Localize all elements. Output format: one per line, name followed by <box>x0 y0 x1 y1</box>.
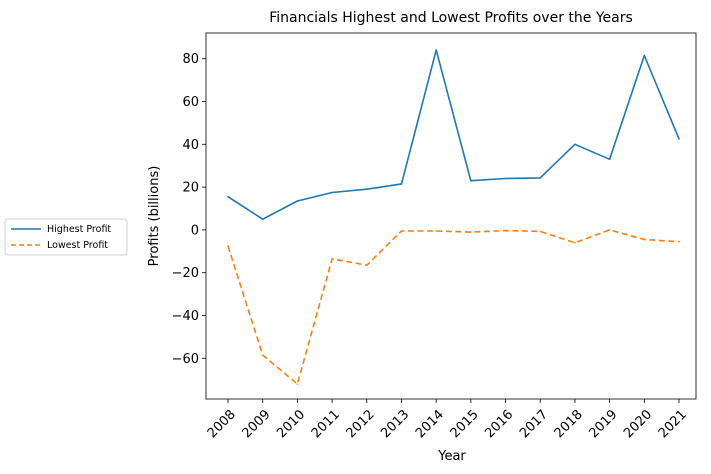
data-point <box>227 245 229 247</box>
data-point <box>400 183 403 185</box>
data-point <box>331 258 333 260</box>
data-point <box>227 195 229 198</box>
data-point <box>574 143 576 146</box>
data-point <box>470 179 472 182</box>
series-lines <box>227 49 680 385</box>
x-tick-label: 2014 <box>413 407 447 441</box>
x-tick-label: 2021 <box>656 407 690 441</box>
x-tick-label: 2017 <box>517 407 551 441</box>
chart-title: Financials Highest and Lowest Profits ov… <box>269 10 633 26</box>
y-tick-label: 0 <box>191 223 199 238</box>
data-point <box>539 230 542 233</box>
y-tick-label: 60 <box>182 95 199 110</box>
y-tick-label: −60 <box>172 352 199 367</box>
data-point <box>608 229 611 231</box>
x-tick-label: 2019 <box>586 407 620 441</box>
data-point <box>365 188 368 191</box>
data-point <box>643 238 646 241</box>
legend-label-highest-profit: Highest Profit <box>47 224 111 235</box>
data-point <box>504 229 507 232</box>
x-tick-label: 2008 <box>205 407 239 441</box>
data-point <box>365 264 368 267</box>
y-tick-label: 40 <box>182 138 199 153</box>
legend-label-lowest-profit: Lowest Profit <box>47 240 108 251</box>
data-point <box>296 383 299 385</box>
legend: Highest Profit Lowest Profit <box>4 218 128 256</box>
x-tick-label: 2015 <box>448 407 482 441</box>
series-line-lowest-profit <box>227 229 680 385</box>
y-tick-label: −20 <box>172 266 199 281</box>
x-tick-label: 2020 <box>621 407 655 441</box>
plot-area <box>205 32 697 400</box>
data-point <box>296 200 299 202</box>
y-tick-label: 80 <box>182 52 199 67</box>
data-point <box>435 49 437 51</box>
data-point <box>400 230 403 232</box>
data-point <box>643 54 646 57</box>
x-tick-label: 2018 <box>552 407 586 441</box>
data-point <box>539 177 542 179</box>
y-tick-label: 20 <box>182 181 199 196</box>
data-point <box>504 177 507 180</box>
data-point <box>435 230 437 232</box>
x-axis-label: Year <box>437 449 466 464</box>
x-tick-label: 2009 <box>240 407 274 441</box>
series-line-highest-profit <box>227 49 680 220</box>
data-point <box>261 218 264 221</box>
data-point <box>574 241 576 244</box>
x-tick-label: 2010 <box>274 407 308 441</box>
data-point <box>470 231 472 233</box>
y-axis: 80 60 40 20 0 −20 −40 −60 <box>172 52 206 367</box>
x-tick-label: 2011 <box>309 407 343 441</box>
data-point <box>678 138 680 140</box>
x-tick-label: 2016 <box>482 407 516 441</box>
data-point <box>261 354 264 356</box>
legend-frame <box>4 218 128 256</box>
x-axis: 2008 2009 2010 2011 2012 2013 2014 2015 2016 2017… <box>205 399 690 441</box>
data-point <box>678 240 680 243</box>
x-tick-label: 2013 <box>378 407 412 441</box>
y-tick-label: −40 <box>172 309 199 324</box>
x-tick-label: 2012 <box>344 407 378 441</box>
data-point <box>608 158 611 161</box>
data-point <box>331 191 333 194</box>
y-axis-label: Profits (billions) <box>147 166 162 267</box>
